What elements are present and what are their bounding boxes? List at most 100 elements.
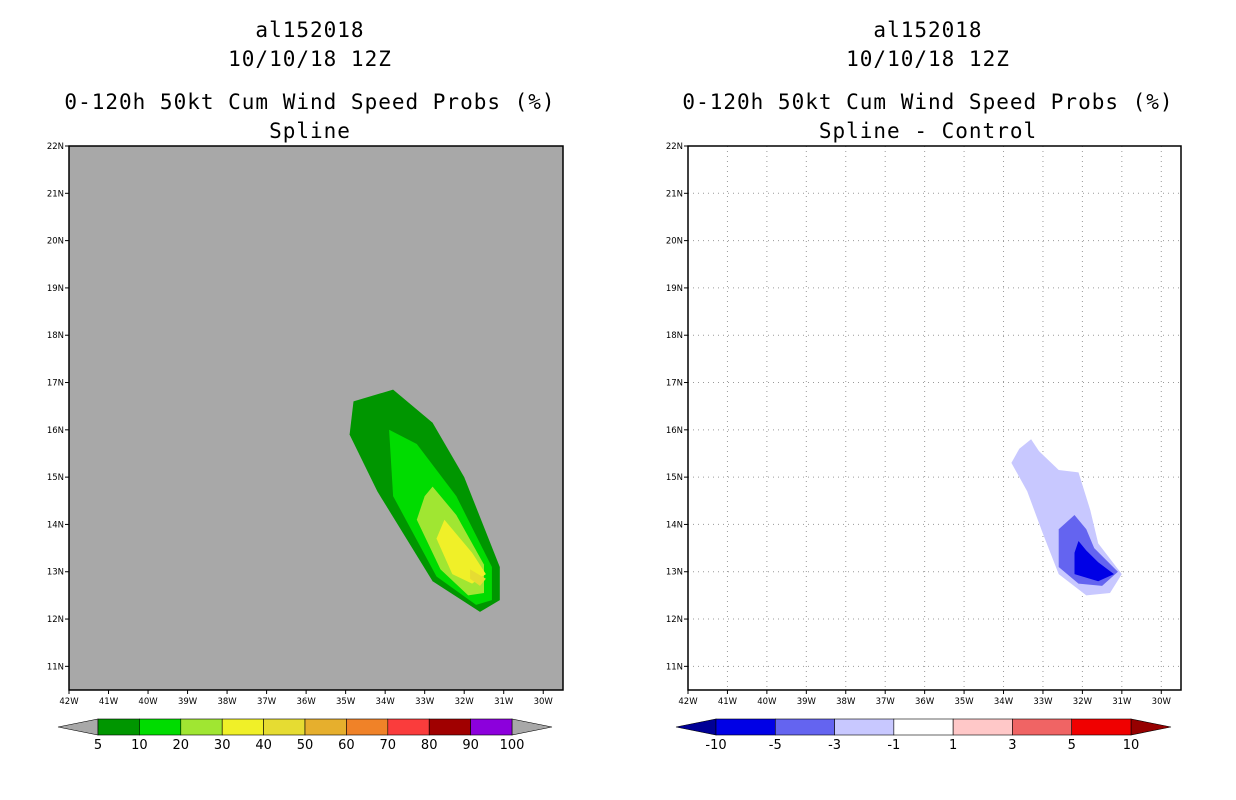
colorbar-label: 10	[1123, 738, 1140, 753]
lon-tick-label: 35W	[336, 697, 356, 707]
lon-tick-label: 42W	[678, 697, 698, 707]
colorbar-swatch	[715, 718, 776, 736]
lon-tick-label: 38W	[836, 697, 856, 707]
colorbar-swatch	[893, 718, 954, 736]
right-chart-title: 0-120h 50kt Cum Wind Speed Probs (%)	[682, 90, 1174, 114]
lat-tick-label: 21N	[47, 189, 64, 199]
colorbar-label: 60	[338, 738, 355, 753]
lat-tick-label: 11N	[666, 662, 683, 672]
lat-tick-label: 17N	[47, 379, 64, 389]
lat-tick-label: 14N	[666, 520, 683, 530]
left-storm-id: al152018	[255, 18, 365, 42]
lon-tick-label: 41W	[718, 697, 738, 707]
colorbar-swatch	[387, 718, 430, 736]
colorbar-swatch	[428, 718, 471, 736]
right-map-panel: 22N 21N 20N 19N 18N 17N 16N 15N 14N 13N 12N 11N 42W 4…	[666, 142, 1182, 753]
lat-tick-label: 22N	[666, 142, 683, 152]
colorbar-swatch	[470, 718, 513, 736]
colorbar-label: 5	[94, 738, 102, 753]
lat-tick-label: 22N	[47, 142, 64, 152]
left-chart-title: 0-120h 50kt Cum Wind Speed Probs (%)	[64, 90, 556, 114]
lat-tick-label: 15N	[666, 473, 683, 483]
map-background	[688, 146, 1181, 690]
left-map-panel: 22N 21N 20N 19N 18N 17N 16N 15N 14N 13N 12N 11N 42W 4…	[47, 142, 564, 753]
lat-tick-label: 17N	[666, 379, 683, 389]
colorbar-label: 10	[131, 738, 148, 753]
lon-tick-label: 35W	[954, 697, 974, 707]
lon-tick-label: 31W	[494, 697, 514, 707]
colorbar-swatch	[139, 718, 182, 736]
colorbar-swatch	[1012, 718, 1073, 736]
map-frame	[687, 145, 1182, 691]
lat-tick-label: 18N	[47, 331, 64, 341]
lat-tick-label: 12N	[47, 615, 64, 625]
lon-tick-label: 39W	[797, 697, 817, 707]
colorbar-label: 100	[500, 738, 525, 753]
colorbar-swatch	[834, 718, 895, 736]
lon-tick-label: 34W	[994, 697, 1014, 707]
left-chart-subtitle: Spline	[269, 119, 351, 143]
lat-tick-label: 16N	[47, 426, 64, 436]
lon-tick-label: 33W	[1033, 697, 1053, 707]
lon-tick-label: 32W	[455, 697, 475, 707]
lon-tick-label: 33W	[415, 697, 435, 707]
lat-tick-label: 15N	[47, 473, 64, 483]
colorbar-swatch	[180, 718, 223, 736]
map-frame	[68, 145, 564, 691]
lon-tick-label: 34W	[376, 697, 396, 707]
colorbar-label: 20	[173, 738, 190, 753]
lat-tick-label: 20N	[666, 237, 683, 247]
colorbar-label: -5	[769, 738, 782, 753]
colorbar-label: 3	[1008, 738, 1016, 753]
colorbar-label: 80	[421, 738, 438, 753]
colorbar-label: 1	[949, 738, 957, 753]
lat-tick-label: 14N	[47, 520, 64, 530]
lon-tick-label: 37W	[876, 697, 896, 707]
colorbar-label: 50	[297, 738, 314, 753]
lon-tick-label: 40W	[138, 697, 158, 707]
lat-tick-label: 20N	[47, 237, 64, 247]
lon-tick-label: 38W	[217, 697, 237, 707]
lon-tick-label: 40W	[757, 697, 777, 707]
right-datetime: 10/10/18 12Z	[846, 47, 1010, 71]
right-storm-id: al152018	[873, 18, 983, 42]
colorbar-swatch	[221, 718, 264, 736]
lat-tick-label: 12N	[666, 615, 683, 625]
colorbar-extend-high	[1130, 718, 1172, 736]
lon-tick-label: 41W	[99, 697, 119, 707]
contour-level-40	[470, 569, 486, 586]
colorbar-extend-low	[675, 718, 717, 736]
colorbar-extend-low	[57, 718, 99, 736]
colorbar-swatch	[304, 718, 347, 736]
lat-tick-label: 19N	[47, 284, 64, 294]
colorbar-label: 5	[1068, 738, 1076, 753]
colorbar-label: -10	[705, 738, 726, 753]
colorbar-label: 90	[462, 738, 479, 753]
right-chart-subtitle: Spline - Control	[818, 119, 1038, 143]
lat-tick-label: 18N	[666, 331, 683, 341]
right-chart-titles: al152018 10/10/18 12Z 0-120h 50kt Cum Wi…	[628, 16, 1228, 146]
lon-tick-label: 30W	[1152, 697, 1172, 707]
lon-tick-label: 37W	[257, 697, 277, 707]
lon-tick-label: 31W	[1112, 697, 1132, 707]
lat-tick-label: 21N	[666, 189, 683, 199]
colorbar-label: 30	[214, 738, 231, 753]
lat-tick-label: 13N	[666, 568, 683, 578]
lat-tick-label: 16N	[666, 426, 683, 436]
colorbar-extend-high	[511, 718, 553, 736]
lon-tick-label: 30W	[534, 697, 554, 707]
colorbar-swatch	[97, 718, 140, 736]
map-background	[69, 146, 563, 690]
lat-tick-label: 19N	[666, 284, 683, 294]
left-datetime: 10/10/18 12Z	[228, 47, 392, 71]
colorbar-label: 40	[255, 738, 272, 753]
lon-tick-label: 36W	[915, 697, 935, 707]
colorbar-swatch	[774, 718, 835, 736]
colorbar-label: 70	[380, 738, 397, 753]
lon-tick-label: 32W	[1073, 697, 1093, 707]
lon-tick-label: 39W	[178, 697, 198, 707]
colorbar-swatch	[952, 718, 1013, 736]
colorbar-swatch	[263, 718, 306, 736]
contour-level-30	[436, 519, 486, 584]
